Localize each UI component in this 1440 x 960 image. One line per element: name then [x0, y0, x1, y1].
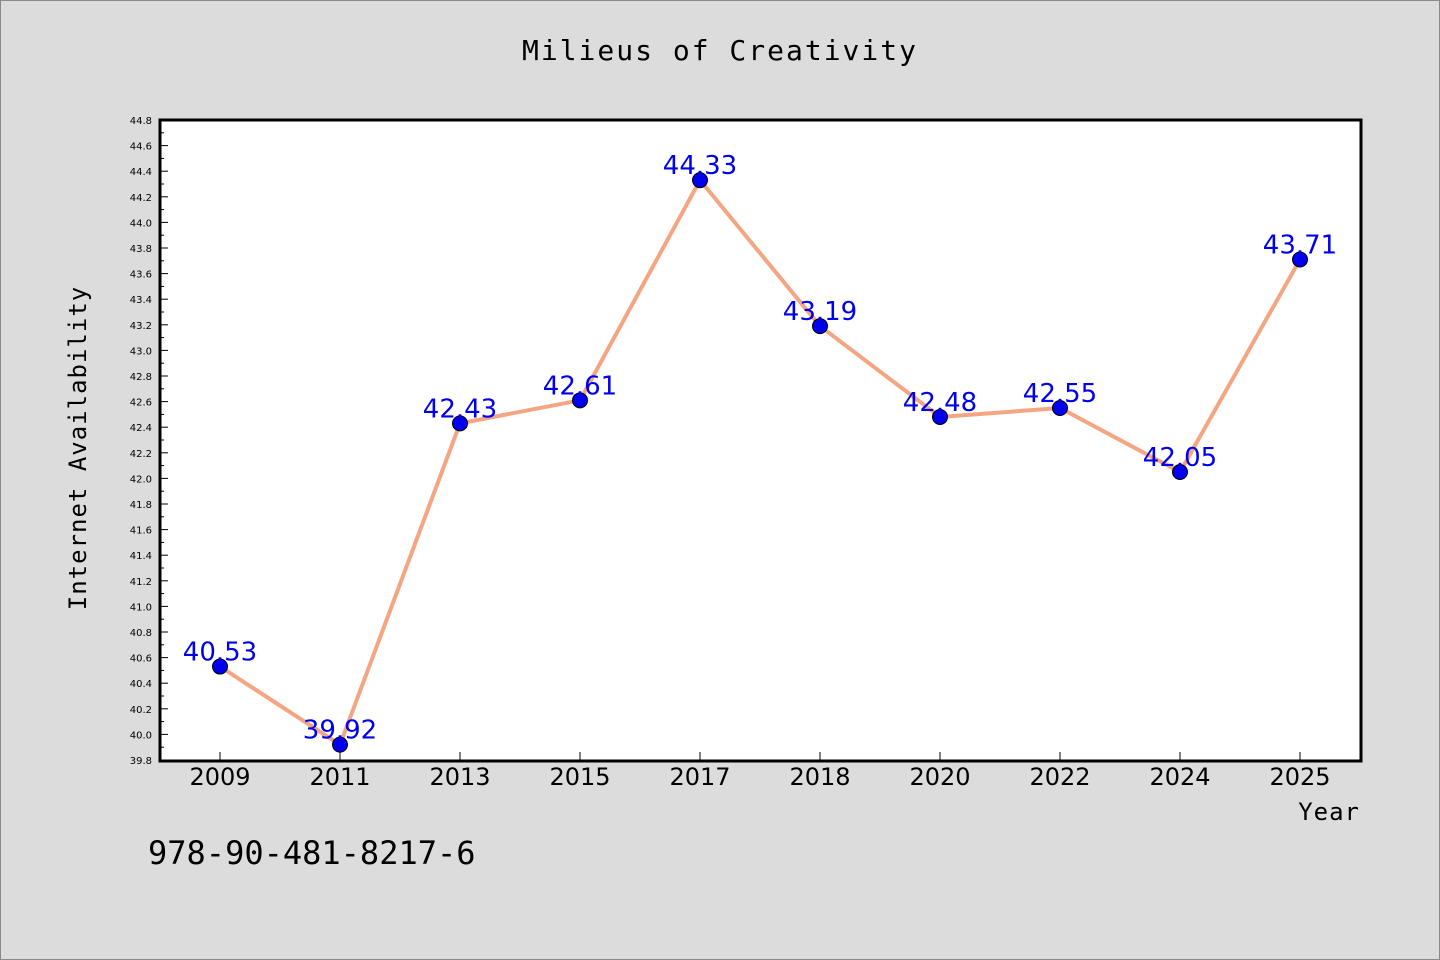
- y-tick-label: 42.4: [130, 423, 152, 434]
- y-tick-label: 43.6: [130, 270, 152, 281]
- series-line: [218, 178, 1302, 747]
- chart-title: Milieus of Creativity: [521, 34, 918, 67]
- y-tick-label: 43.8: [130, 244, 152, 255]
- y-tick-label: 39.8: [130, 756, 152, 767]
- data-label: 43.19: [783, 297, 857, 327]
- y-tick-label: 41.8: [130, 500, 152, 511]
- series-line-group: [218, 178, 1302, 747]
- y-tick-label: 43.4: [130, 295, 152, 306]
- y-tick-label: 42.2: [130, 449, 152, 460]
- y-axis-ticks: 39.8 40.0 40.2 40.4 40.6 40.8 41.0 41.2 41.4 41.6…: [130, 116, 168, 767]
- y-tick-label: 44.0: [130, 218, 152, 229]
- data-label: 44.33: [663, 151, 737, 181]
- data-point: [332, 736, 348, 753]
- y-tick-label: 41.4: [130, 551, 152, 562]
- data-label: 43.71: [1263, 231, 1337, 261]
- y-tick-label: 40.8: [130, 628, 152, 639]
- data-label: 40.53: [183, 638, 257, 668]
- x-tick-label: 2022: [1029, 763, 1090, 791]
- data-point: [812, 318, 828, 335]
- x-tick-label: 2020: [909, 763, 970, 791]
- data-point: [932, 408, 948, 425]
- footer-code: 978-90-481-8217-6: [148, 834, 476, 872]
- data-label: 42.55: [1023, 379, 1097, 409]
- x-tick-label: 2009: [189, 763, 250, 791]
- x-tick-label: 2017: [669, 763, 730, 791]
- y-tick-label: 44.6: [130, 142, 152, 153]
- data-point: [1172, 464, 1188, 480]
- x-axis-ticks: 2009 2011 2013 2015 2017 2018 2020 2022 2024 2025: [189, 752, 1331, 791]
- y-tick-label: 40.0: [130, 730, 152, 741]
- data-label: 42.43: [423, 394, 497, 424]
- data-label: 42.61: [543, 371, 617, 401]
- x-tick-label: 2015: [549, 763, 610, 791]
- x-axis-label: Year: [1298, 798, 1360, 826]
- x-tick-label: 2018: [789, 763, 850, 791]
- data-label: 42.48: [903, 388, 977, 418]
- y-tick-label: 42.0: [130, 474, 152, 485]
- y-tick-label: 44.4: [130, 167, 152, 178]
- y-tick-label: 42.8: [130, 372, 152, 383]
- x-tick-label: 2013: [429, 763, 490, 791]
- data-labels: 40.53 39.92 42.43 42.61 44.33 43.19 42.48 42.55…: [183, 151, 1337, 745]
- y-tick-label: 41.0: [130, 602, 152, 613]
- y-axis-label: Internet Availability: [64, 286, 92, 610]
- data-label: 42.05: [1143, 443, 1217, 473]
- y-tick-label: 44.8: [130, 116, 152, 127]
- y-tick-label: 41.6: [130, 526, 152, 537]
- y-tick-label: 44.2: [130, 193, 152, 204]
- y-tick-label: 40.2: [130, 705, 152, 716]
- data-point: [452, 415, 468, 432]
- x-tick-label: 2024: [1149, 763, 1210, 791]
- y-tick-label: 43.0: [130, 346, 152, 357]
- data-point: [1292, 251, 1308, 268]
- data-point: [212, 658, 228, 675]
- y-tick-label: 40.4: [130, 679, 152, 690]
- series-markers: [212, 172, 1308, 753]
- plot-area: [158, 118, 1363, 763]
- data-point: [692, 172, 708, 189]
- x-tick-label: 2011: [309, 763, 370, 791]
- data-point: [1052, 400, 1068, 416]
- x-tick-label: 2025: [1269, 763, 1330, 791]
- y-tick-label: 42.6: [130, 398, 152, 409]
- y-tick-label: 41.2: [130, 577, 152, 588]
- data-point: [572, 392, 588, 409]
- y-tick-label: 40.6: [130, 654, 152, 665]
- data-label: 39.92: [303, 716, 377, 746]
- y-tick-label: 43.2: [130, 321, 152, 332]
